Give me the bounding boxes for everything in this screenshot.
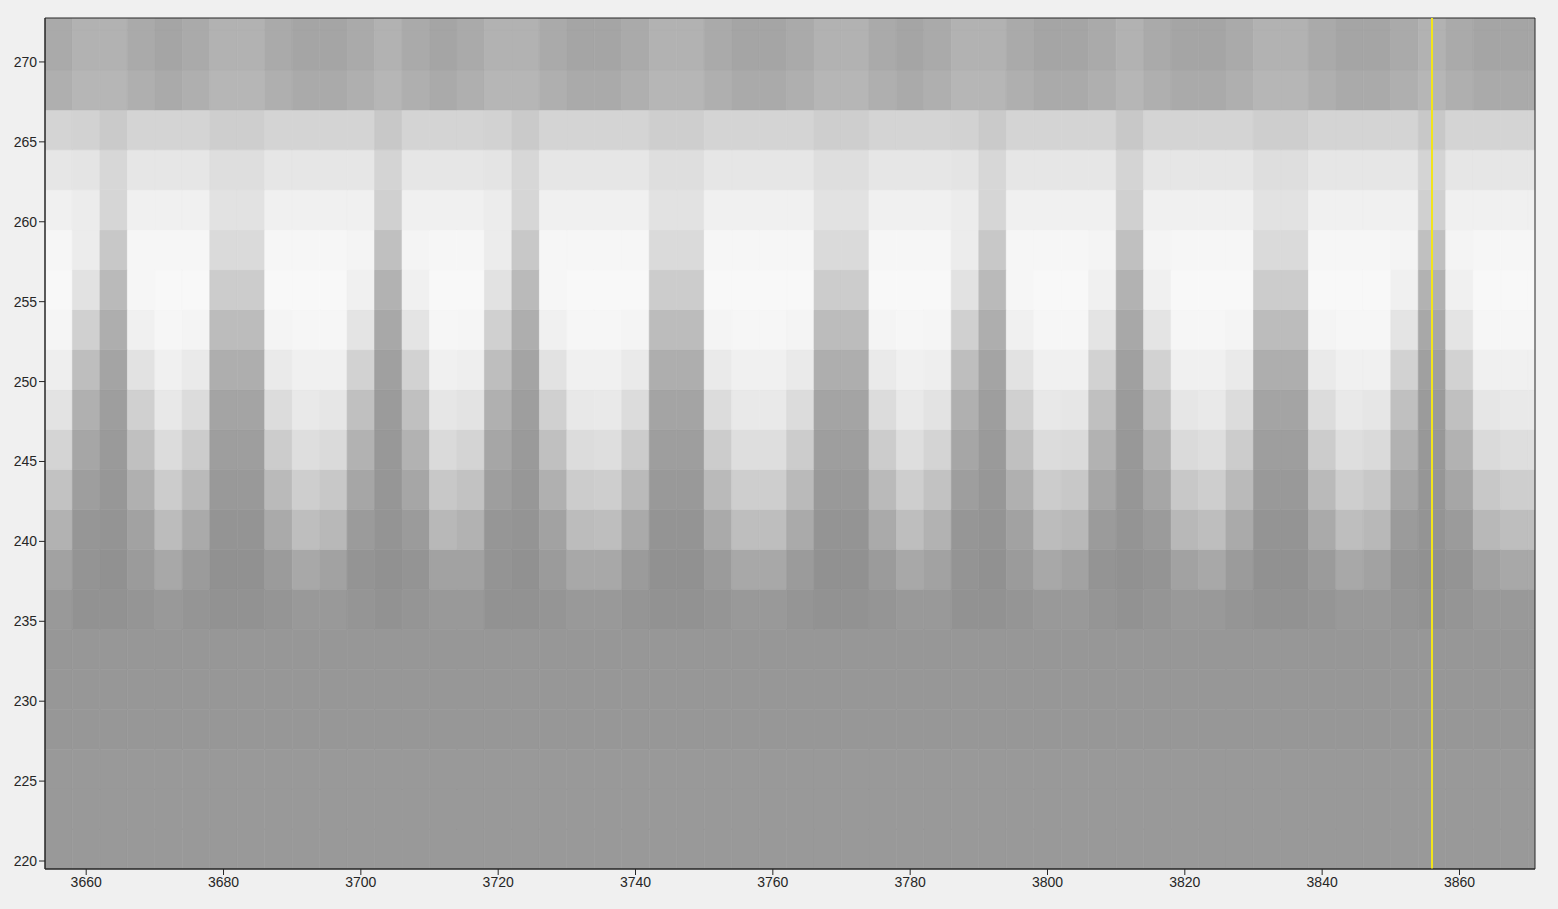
svg-text:250: 250 xyxy=(14,374,38,390)
svg-text:240: 240 xyxy=(14,533,38,549)
svg-text:230: 230 xyxy=(14,693,38,709)
svg-text:220: 220 xyxy=(14,853,38,869)
svg-text:3840: 3840 xyxy=(1307,874,1338,890)
svg-text:3820: 3820 xyxy=(1169,874,1200,890)
svg-text:3740: 3740 xyxy=(620,874,651,890)
svg-text:260: 260 xyxy=(14,214,38,230)
svg-text:270: 270 xyxy=(14,54,38,70)
svg-text:235: 235 xyxy=(14,613,38,629)
svg-text:3760: 3760 xyxy=(757,874,788,890)
svg-text:245: 245 xyxy=(14,453,38,469)
svg-text:255: 255 xyxy=(14,294,38,310)
svg-text:3720: 3720 xyxy=(483,874,514,890)
svg-text:225: 225 xyxy=(14,773,38,789)
svg-text:3700: 3700 xyxy=(345,874,376,890)
svg-text:3680: 3680 xyxy=(208,874,239,890)
svg-text:3780: 3780 xyxy=(895,874,926,890)
svg-text:3660: 3660 xyxy=(71,874,102,890)
svg-text:265: 265 xyxy=(14,134,38,150)
svg-text:3860: 3860 xyxy=(1444,874,1475,890)
svg-text:3800: 3800 xyxy=(1032,874,1063,890)
